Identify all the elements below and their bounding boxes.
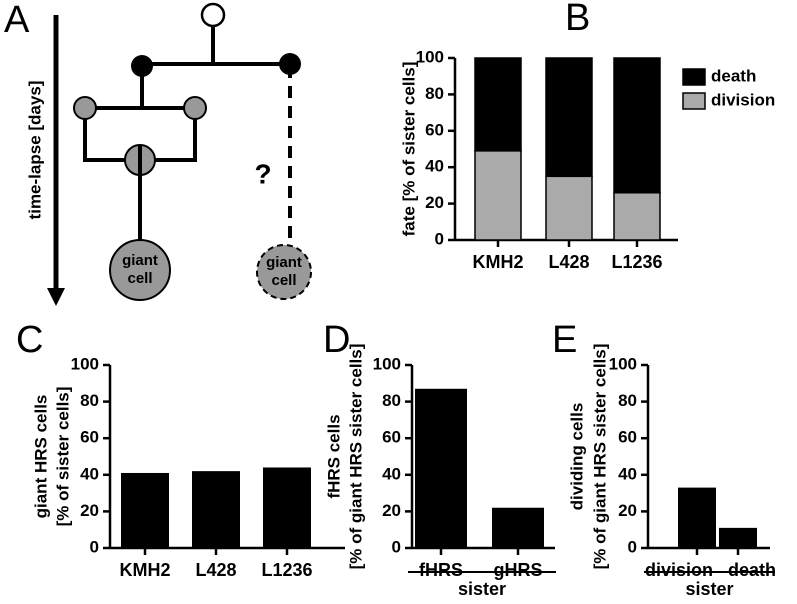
x-tick-label: L1236 xyxy=(261,560,312,580)
y-tick-label: 0 xyxy=(628,537,637,556)
bar-segment xyxy=(474,57,522,152)
legend-label: division xyxy=(711,90,775,109)
cell-label: giant xyxy=(122,252,158,269)
y-tick-label: 100 xyxy=(373,354,401,373)
cell xyxy=(131,55,153,77)
x-tick-label: L428 xyxy=(548,252,589,272)
y-tick-label: 40 xyxy=(618,464,637,483)
panel-label: E xyxy=(552,319,577,361)
y-tick-label: 20 xyxy=(382,501,401,520)
x-tick-label: fHRS xyxy=(419,560,463,580)
legend-swatch xyxy=(682,68,706,86)
panel-label: B xyxy=(565,0,590,39)
bar-segment xyxy=(474,150,522,241)
y-tick-label: 60 xyxy=(618,428,637,447)
bar-segment xyxy=(613,191,661,241)
bar xyxy=(263,467,311,548)
bar xyxy=(492,507,544,548)
x-tick-label: division xyxy=(645,560,713,580)
y-tick-label: 100 xyxy=(71,354,99,373)
cell-label: cell xyxy=(127,270,152,287)
y-axis-label: giant HRS cells xyxy=(31,395,50,519)
bar xyxy=(415,388,467,548)
y-tick-label: 80 xyxy=(618,391,637,410)
cell xyxy=(73,96,97,120)
y-axis-label: [% of sister cells] xyxy=(53,387,72,527)
lineage-lines xyxy=(83,26,292,246)
y-tick-label: 20 xyxy=(80,501,99,520)
y-axis-label: fate [% of sister cells] xyxy=(399,62,418,237)
x-tick-label: L1236 xyxy=(611,252,662,272)
x-axis-label: sister xyxy=(458,579,506,599)
giant-cell xyxy=(256,244,312,300)
cell-label: cell xyxy=(271,272,296,289)
bar xyxy=(719,527,757,548)
bar-segment xyxy=(545,57,593,178)
y-tick-label: 0 xyxy=(435,229,444,248)
y-tick-label: 0 xyxy=(90,537,99,556)
panel-label: A xyxy=(4,0,30,41)
x-tick-label: gHRS xyxy=(494,560,543,580)
y-axis-label: dividing cells xyxy=(567,403,586,511)
y-tick-label: 80 xyxy=(382,391,401,410)
bar xyxy=(192,471,240,548)
question-mark: ? xyxy=(254,158,271,189)
cell-label: giant xyxy=(266,254,302,271)
y-axis-label: [% of giant HRS sister cells] xyxy=(346,344,365,570)
x-tick-label: death xyxy=(728,560,776,580)
y-tick-label: 60 xyxy=(382,428,401,447)
y-tick-label: 100 xyxy=(416,47,444,66)
y-tick-label: 40 xyxy=(425,157,444,176)
x-axis-label: sister xyxy=(685,579,733,599)
panel-label: C xyxy=(16,319,43,361)
giant-cell xyxy=(109,239,171,301)
x-tick-label: KMH2 xyxy=(119,560,170,580)
bar xyxy=(121,472,169,548)
y-tick-label: 60 xyxy=(425,120,444,139)
cell xyxy=(200,2,226,28)
y-tick-label: 60 xyxy=(80,428,99,447)
x-tick-label: L428 xyxy=(195,560,236,580)
y-tick-label: 20 xyxy=(618,501,637,520)
cell xyxy=(279,53,301,75)
panel-label: D xyxy=(323,319,350,361)
legend-swatch xyxy=(682,92,706,110)
y-tick-label: 40 xyxy=(80,464,99,483)
bar xyxy=(678,487,716,548)
cell xyxy=(183,96,207,120)
x-tick-label: KMH2 xyxy=(472,252,523,272)
y-tick-label: 80 xyxy=(80,391,99,410)
y-tick-label: 0 xyxy=(392,537,401,556)
y-axis-label: [% of giant HRS sister cells] xyxy=(590,344,609,570)
legend-label: death xyxy=(711,66,756,85)
y-tick-label: 20 xyxy=(425,193,444,212)
panel-a: A time-lapse [days] giant cell giant cel… xyxy=(4,0,312,306)
y-tick-label: 40 xyxy=(382,464,401,483)
y-tick-label: 100 xyxy=(609,354,637,373)
y-tick-label: 80 xyxy=(425,84,444,103)
axis-label: time-lapse [days] xyxy=(25,81,44,220)
y-axis-label: fHRS cells xyxy=(324,414,343,498)
bar-segment xyxy=(613,57,661,194)
arrow-head xyxy=(47,288,65,306)
bar-segment xyxy=(545,175,593,241)
